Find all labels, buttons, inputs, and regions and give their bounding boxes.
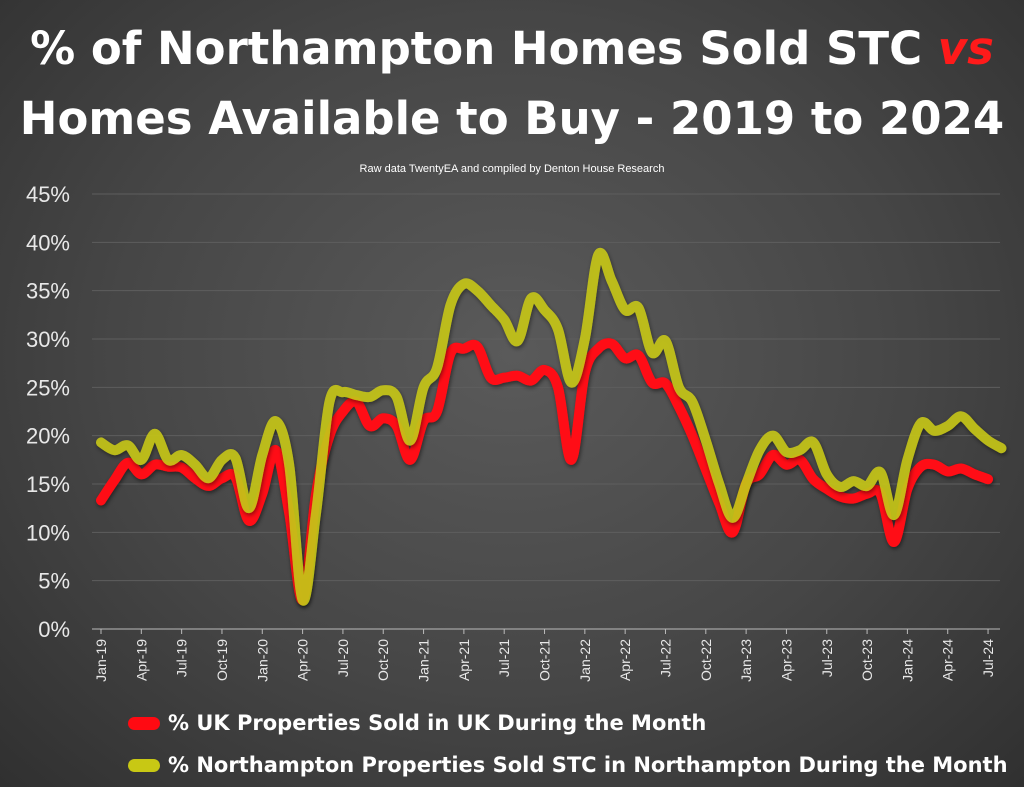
x-tick-label: Jul-19 xyxy=(174,639,190,677)
x-tick-label: Oct-23 xyxy=(859,639,875,681)
y-tick-label: 25% xyxy=(26,375,70,400)
x-tick-label: Jan-22 xyxy=(577,639,593,682)
x-tick-label: Jul-20 xyxy=(335,639,351,677)
title-vs: vs xyxy=(937,22,994,75)
x-tick-label: Apr-20 xyxy=(295,639,311,681)
x-tick-label: Oct-20 xyxy=(375,639,391,681)
legend-item-uk: % UK Properties Sold in UK During the Mo… xyxy=(128,711,706,735)
legend-label-uk: % UK Properties Sold in UK During the Mo… xyxy=(168,711,707,735)
y-tick-label: 10% xyxy=(26,520,70,545)
title-text: % of Northampton Homes Sold STC xyxy=(30,22,938,75)
y-tick-label: 5% xyxy=(38,569,70,594)
y-tick-label: 30% xyxy=(26,327,70,352)
x-tick-label: Jul-22 xyxy=(657,639,673,677)
series-line-uk xyxy=(96,338,994,606)
legend-swatch-uk xyxy=(128,716,160,730)
y-tick-label: 35% xyxy=(26,279,70,304)
x-tick-label: Apr-24 xyxy=(940,639,956,681)
x-tick-label: Jul-24 xyxy=(980,639,996,677)
x-tick-label: Jan-24 xyxy=(899,639,915,682)
legend-label-northampton: % Northampton Properties Sold STC in Nor… xyxy=(168,753,1008,777)
x-tick-label: Apr-21 xyxy=(456,639,472,681)
y-tick-label: 15% xyxy=(26,472,70,497)
legend-item-northampton: % Northampton Properties Sold STC in Nor… xyxy=(128,753,1008,777)
chart-title-line1: % of Northampton Homes Sold STC vs xyxy=(0,22,1024,75)
x-tick-label: Oct-22 xyxy=(698,639,714,681)
x-tick-label: Jan-21 xyxy=(416,639,432,682)
y-tick-label: 0% xyxy=(38,617,70,642)
series-line-northampton xyxy=(96,247,1007,606)
x-tick-label: Jan-19 xyxy=(93,639,109,682)
x-tick-label: Apr-22 xyxy=(617,639,633,681)
y-tick-label: 20% xyxy=(26,424,70,449)
chart-subtitle: Raw data TwentyEA and compiled by Denton… xyxy=(359,163,665,175)
x-tick-label: Jan-20 xyxy=(254,639,270,682)
x-tick-label: Jul-21 xyxy=(496,639,512,677)
x-tick-label: Apr-23 xyxy=(778,639,794,681)
chart-title-line2: Homes Available to Buy - 2019 to 2024 xyxy=(19,92,1005,145)
x-tick-label: Oct-21 xyxy=(537,639,553,681)
x-tick-label: Jan-23 xyxy=(738,639,754,682)
y-tick-label: 40% xyxy=(26,230,70,255)
x-tick-label: Oct-19 xyxy=(214,639,230,681)
x-tick-label: Jul-23 xyxy=(819,639,835,677)
legend-swatch-northampton xyxy=(128,758,160,772)
x-tick-label: Apr-19 xyxy=(133,639,149,681)
y-tick-label: 45% xyxy=(26,182,70,207)
